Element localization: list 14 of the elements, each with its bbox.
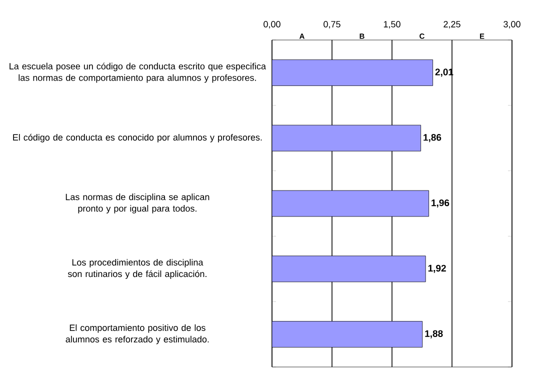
x-tick-label: 2,25 <box>444 21 460 28</box>
y-tick-label: Los procedimientos de disciplina son rutinarios y de fácil aplicación. <box>68 258 206 279</box>
data-label: 1,96 <box>432 199 450 208</box>
data-label: 1,86 <box>424 134 442 142</box>
y-tick-label: La escuela posee un código de conducta escrito que especifica las normas de comportamiento para alumnos y profesores. <box>10 62 266 83</box>
data-label: 1,92 <box>428 264 446 273</box>
x-tick-label: 3,00 <box>504 21 520 28</box>
x-tick-label: 0,00 <box>264 21 280 28</box>
y-tick-label: El código de conducta es conocido por alumnos y profesores. <box>13 134 262 142</box>
y-tick-label: El comportamiento positivo de los alumnos es reforzado y estimulado. <box>66 324 209 344</box>
x-tick-label: 1,50 <box>384 21 400 28</box>
data-label: 1,88 <box>425 330 443 338</box>
y-tick-label: Las normas de disciplina se aplican pronto y por igual para todos. <box>66 194 210 214</box>
x-tick-label: 0,75 <box>324 21 340 28</box>
